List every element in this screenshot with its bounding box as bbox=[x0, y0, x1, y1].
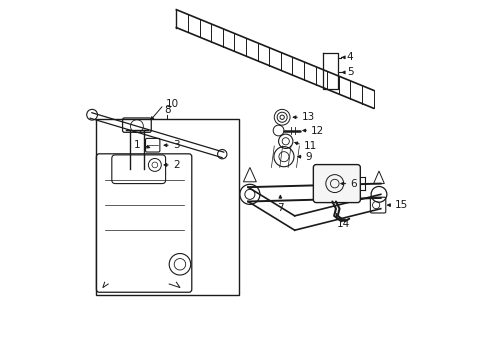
Text: 14: 14 bbox=[336, 220, 349, 229]
Text: 15: 15 bbox=[394, 200, 407, 210]
Text: 12: 12 bbox=[310, 126, 324, 135]
FancyBboxPatch shape bbox=[313, 165, 360, 203]
Text: 7: 7 bbox=[277, 203, 283, 213]
Bar bbox=[96, 119, 239, 295]
Text: 3: 3 bbox=[172, 140, 179, 150]
Text: 8: 8 bbox=[164, 105, 170, 115]
Text: 13: 13 bbox=[301, 112, 314, 122]
Text: 1: 1 bbox=[134, 140, 140, 150]
Text: 11: 11 bbox=[303, 140, 316, 150]
Text: 4: 4 bbox=[346, 52, 353, 62]
Text: 5: 5 bbox=[346, 67, 353, 77]
Text: 2: 2 bbox=[172, 160, 179, 170]
Text: 9: 9 bbox=[305, 152, 311, 162]
Text: 10: 10 bbox=[165, 99, 179, 109]
Text: 6: 6 bbox=[349, 179, 356, 189]
